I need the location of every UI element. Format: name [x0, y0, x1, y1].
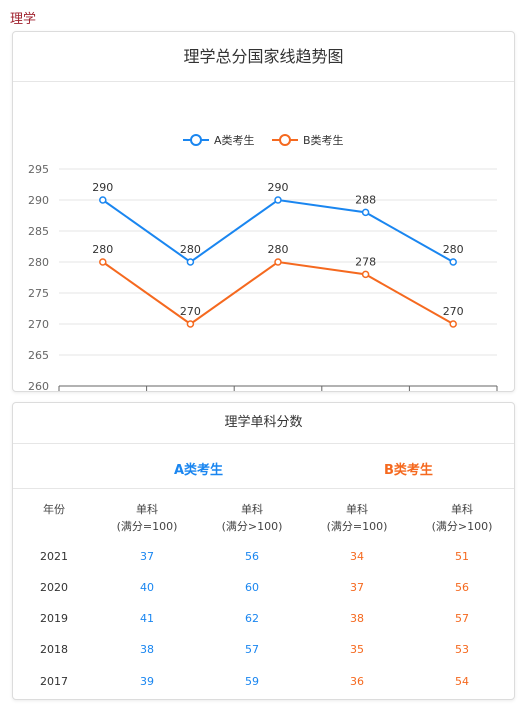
y-tick-label: 290 [28, 194, 49, 207]
score-cell: 51 [455, 550, 469, 563]
score-cell: 41 [140, 612, 154, 625]
data-label: 278 [355, 255, 376, 268]
year-cell: 2021 [40, 550, 68, 563]
year-cell: 2020 [40, 581, 68, 594]
year-cell: 2019 [40, 612, 68, 625]
data-label: 280 [443, 243, 464, 256]
data-point [449, 258, 457, 266]
score-cell: 62 [245, 612, 259, 625]
score-cell: 54 [455, 675, 469, 688]
score-cell: 37 [350, 581, 364, 594]
data-label: 280 [180, 243, 201, 256]
data-point [361, 270, 370, 279]
score-cell: 40 [140, 581, 154, 594]
data-label: 290 [92, 181, 113, 194]
score-cell: 38 [350, 612, 364, 625]
y-tick-label: 285 [28, 225, 49, 238]
score-cell: 57 [455, 612, 469, 625]
score-cell: 34 [350, 550, 364, 563]
score-cell: 38 [140, 643, 154, 656]
data-point [274, 196, 282, 204]
data-label: 280 [268, 243, 289, 256]
data-point [99, 196, 107, 204]
score-cell: 35 [350, 643, 364, 656]
column-header: 年份 [43, 503, 65, 516]
column-header: 单科 (满分=100) [326, 503, 388, 533]
score-cell: 36 [350, 675, 364, 688]
year-cell: 2018 [40, 643, 68, 656]
score-cell: 56 [245, 550, 259, 563]
section-label: 理学 [10, 12, 37, 27]
table-title: 理学单科分数 [13, 403, 514, 444]
score-cell: 57 [245, 643, 259, 656]
y-tick-label: 275 [28, 287, 49, 300]
data-label: 270 [180, 305, 201, 318]
score-cell: 39 [140, 675, 154, 688]
legend-label: A类考生 [214, 133, 255, 147]
score-cell: 60 [245, 581, 259, 594]
y-tick-label: 265 [28, 349, 49, 362]
y-tick-label: 295 [28, 163, 49, 176]
score-cell: 37 [140, 550, 154, 563]
y-tick-label: 280 [28, 256, 49, 269]
data-point [449, 320, 457, 328]
data-label: 290 [268, 181, 289, 194]
score-table-card: 理学单科分数 A类考生 B类考生 年份 单科 (满分=100) 单科 (满分>100) 单… [12, 402, 515, 700]
score-cell: 56 [455, 581, 469, 594]
group-header-row: A类考生 B类考生 [13, 444, 514, 489]
chart-card: 理学总分国家线趋势图 26026527027528028529029520172… [12, 31, 515, 392]
score-cell: 59 [245, 675, 259, 688]
data-point [99, 258, 107, 266]
column-header: 单科 (满分=100) [116, 503, 178, 533]
group-a-label: A类考生 [174, 463, 224, 478]
data-point [274, 258, 282, 266]
legend-label: B类考生 [303, 133, 344, 147]
data-point [361, 208, 370, 217]
group-b-label: B类考生 [384, 463, 433, 478]
y-tick-label: 260 [28, 380, 49, 391]
legend-swatch-marker [279, 134, 291, 146]
data-label: 270 [443, 305, 464, 318]
column-header: 单科 (满分>100) [431, 503, 493, 533]
chart-title: 理学总分国家线趋势图 [13, 32, 514, 82]
score-cell: 53 [455, 643, 469, 656]
legend-swatch-marker [190, 134, 202, 146]
data-label: 288 [355, 193, 376, 206]
data-label: 280 [92, 243, 113, 256]
data-point [186, 258, 195, 266]
line-chart: 2602652702752802852902952017201820192020… [28, 133, 498, 391]
data-point [186, 320, 195, 328]
y-tick-label: 270 [28, 318, 49, 331]
column-header: 单科 (满分>100) [221, 503, 283, 533]
year-cell: 2017 [40, 675, 68, 688]
